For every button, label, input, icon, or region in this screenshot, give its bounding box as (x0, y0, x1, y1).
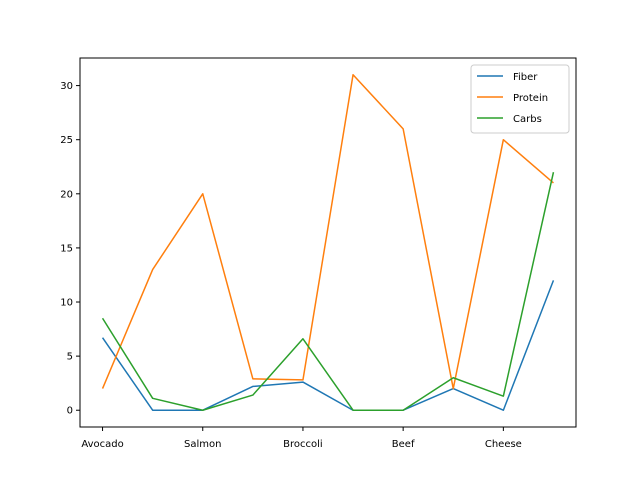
y-tick-label: 10 (60, 298, 73, 309)
y-tick-label: 0 (67, 406, 73, 417)
legend-box (470, 64, 570, 134)
y-tick-label: 20 (60, 189, 73, 200)
y-tick-label: 30 (60, 81, 73, 92)
series-layer (101, 74, 555, 411)
legend-label-carbs: Carbs (513, 114, 542, 125)
x-tick-label: Cheese (485, 439, 522, 450)
x-tick-label: Salmon (184, 439, 221, 450)
series-line-protein (101, 74, 554, 390)
x-tick-label: Broccoli (283, 439, 323, 450)
x-tick-label: Beef (392, 439, 415, 450)
y-tick-label: 15 (60, 243, 73, 254)
legend: Fiber Protein Carbs (470, 64, 570, 134)
x-axis: Avocado Salmon Broccoli Beef Cheese (81, 427, 522, 450)
series-line-carbs (101, 171, 555, 411)
legend-label-protein: Protein (513, 93, 548, 104)
series-line-fiber (101, 280, 555, 411)
legend-label-fiber: Fiber (513, 72, 538, 83)
axes-frame (79, 57, 577, 428)
y-axis: 0 5 10 15 20 25 30 (60, 81, 80, 417)
y-tick-label: 5 (67, 352, 73, 363)
x-tick-label: Avocado (81, 439, 123, 450)
y-tick-label: 25 (60, 135, 73, 146)
